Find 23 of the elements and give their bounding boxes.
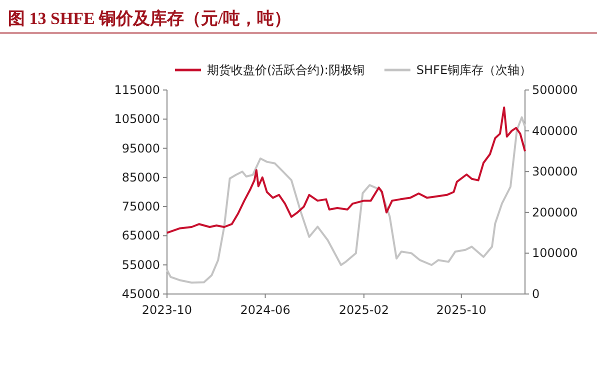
y2-tick-label: 300000: [532, 164, 578, 179]
y-tick-label: 85000: [122, 170, 160, 184]
line-series: [166, 106, 526, 234]
y2-tick-label: 500000: [532, 83, 578, 97]
y2-tick-label: 0: [532, 287, 540, 301]
x-tick-label: 2025-02: [338, 303, 389, 317]
y2-tick-label: 100000: [532, 246, 578, 260]
y-tick-label: 75000: [122, 200, 160, 214]
line-series: [166, 116, 526, 284]
y-tick-label: 105000: [114, 112, 160, 126]
y2-tick-label: 400000: [532, 124, 578, 138]
x-tick-label: 2025-10: [436, 303, 486, 317]
y-tick-label: 55000: [122, 258, 160, 272]
chart-title: 图 13 SHFE 铜价及库存（元/吨，吨）: [8, 9, 291, 28]
y-tick-label: 45000: [122, 287, 160, 301]
legend-label: SHFE铜库存（次轴）: [416, 63, 532, 77]
legend-label: 期货收盘价(活跃合约):阴极铜: [207, 63, 364, 77]
y-tick-label: 95000: [122, 141, 160, 156]
y-tick-label: 65000: [122, 228, 160, 243]
x-tick-label: 2023-10: [142, 303, 192, 317]
y-tick-label: 115000: [114, 83, 160, 97]
y2-tick-label: 200000: [532, 205, 578, 220]
x-tick-label: 2024-06: [240, 303, 290, 317]
